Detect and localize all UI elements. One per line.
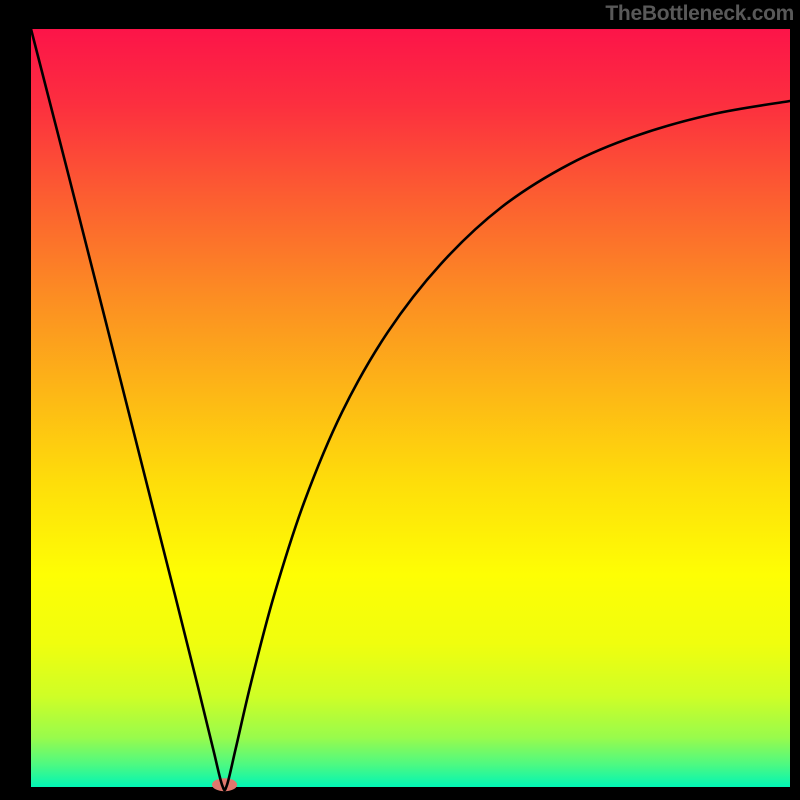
chart-frame: TheBottleneck.com xyxy=(0,0,800,800)
bottleneck-chart xyxy=(0,0,800,800)
plot-background xyxy=(31,29,790,787)
